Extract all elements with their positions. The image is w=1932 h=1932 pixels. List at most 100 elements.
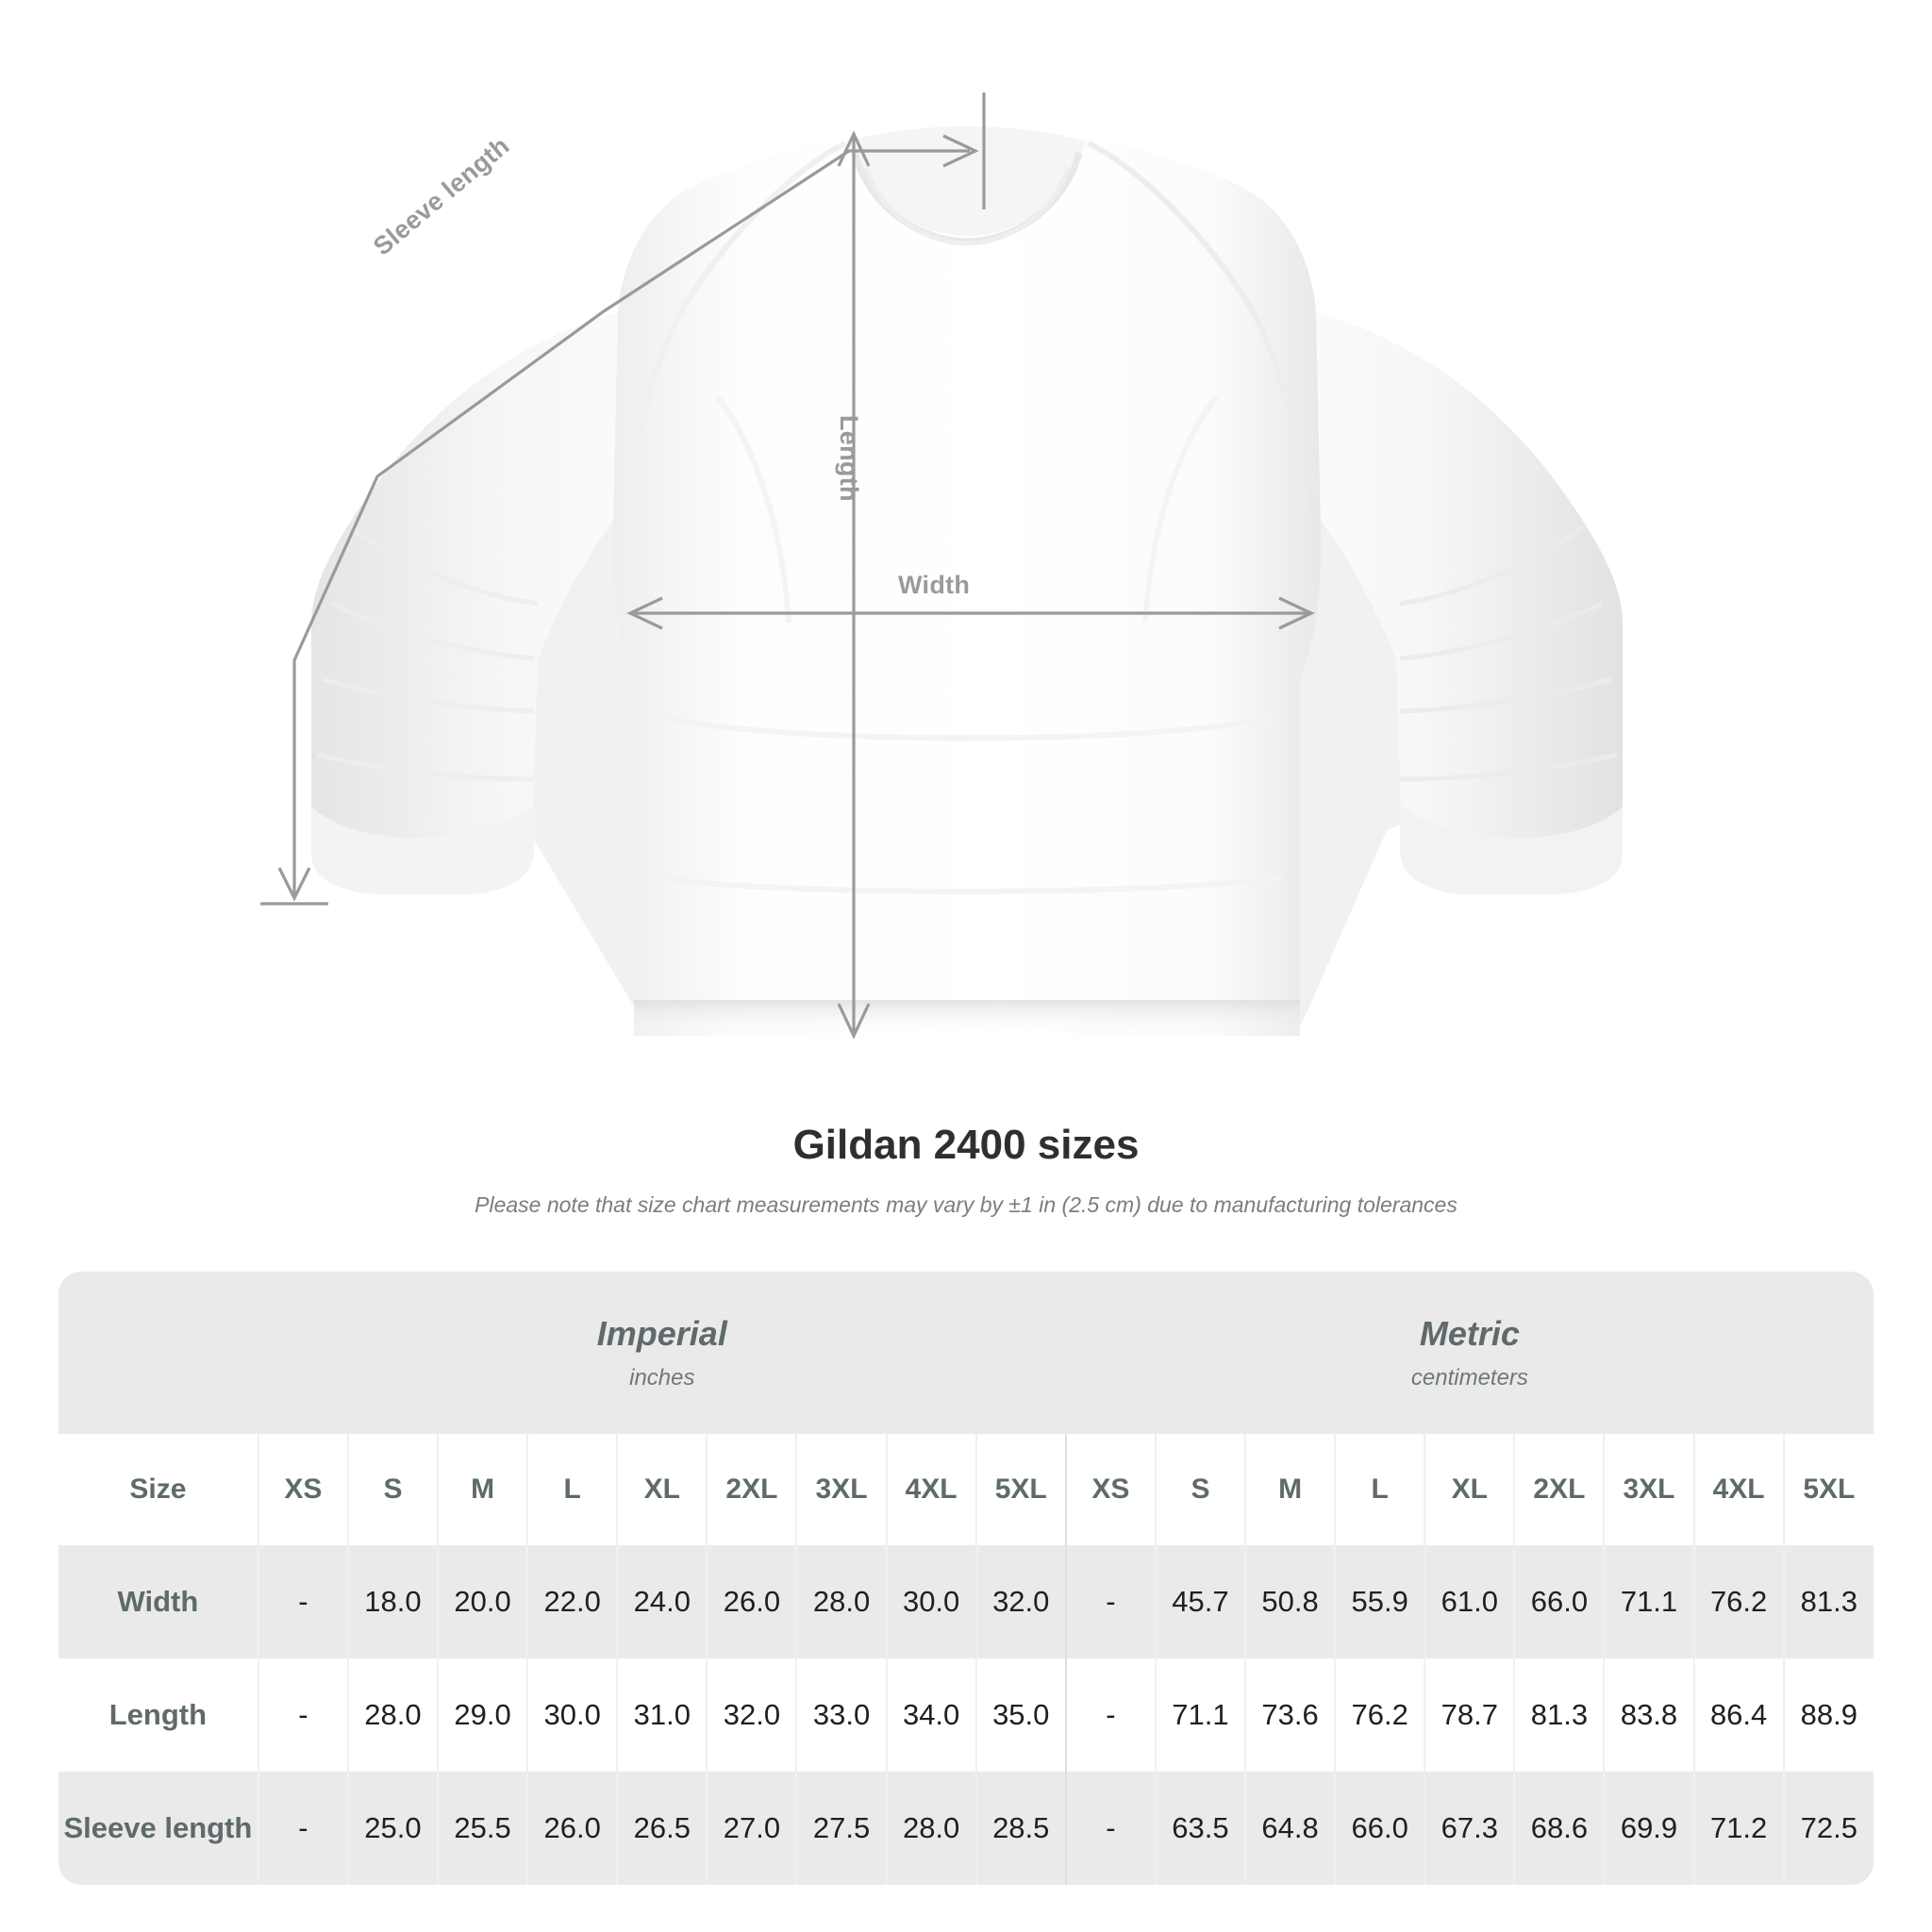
left-shoulder-seam (627, 141, 847, 510)
cell-length-imperial-4xl: 34.0 (885, 1658, 976, 1772)
shirt-illustration (260, 92, 1623, 1040)
unit-header-row: Imperial inches Metric centimeters (58, 1272, 1874, 1434)
size-header-metric-m: M (1244, 1434, 1336, 1545)
unit-sub-metric: centimeters (1410, 1364, 1528, 1391)
cell-width-imperial-3xl: 28.0 (795, 1545, 887, 1658)
unit-name-metric: Metric (1419, 1314, 1520, 1354)
cell-sleeve-imperial-l: 26.0 (526, 1772, 618, 1885)
size-header-metric-3xl: 3XL (1603, 1434, 1694, 1545)
body-folds (650, 394, 1284, 894)
left-cuff (311, 804, 534, 894)
cell-length-metric-s: 71.1 (1154, 1658, 1246, 1772)
size-header-imperial-l: L (526, 1434, 618, 1545)
hem-shadow (634, 1000, 1300, 1038)
length-dimension-label: Length (835, 415, 863, 502)
unit-sub-imperial: inches (629, 1364, 695, 1391)
unit-name-imperial: Imperial (596, 1314, 727, 1354)
cell-length-imperial-xl: 31.0 (616, 1658, 708, 1772)
length-arrow-up (837, 130, 871, 167)
cell-sleeve-metric-l: 66.0 (1334, 1772, 1425, 1885)
right-shoulder-seam (1087, 141, 1307, 510)
cell-length-imperial-5xl: 35.0 (974, 1658, 1066, 1772)
cell-sleeve-imperial-4xl: 28.0 (885, 1772, 976, 1885)
cell-width-metric-xl: 61.0 (1424, 1545, 1515, 1658)
cell-width-imperial-2xl: 26.0 (706, 1545, 797, 1658)
cell-length-imperial-m: 29.0 (437, 1658, 528, 1772)
size-header-imperial-4xl: 4XL (885, 1434, 976, 1545)
cell-width-imperial-m: 20.0 (437, 1545, 528, 1658)
cell-length-imperial-l: 30.0 (526, 1658, 618, 1772)
garment-measurement-diagram: Sleeve length Length Width (260, 92, 1623, 1040)
page-title: Gildan 2400 sizes (792, 1122, 1140, 1168)
cell-length-metric-4xl: 86.4 (1692, 1658, 1784, 1772)
cell-width-metric-m: 50.8 (1244, 1545, 1336, 1658)
size-header-imperial-xl: XL (616, 1434, 708, 1545)
cell-length-imperial-3xl: 33.0 (795, 1658, 887, 1772)
unit-header-imperial: Imperial inches (258, 1272, 1066, 1434)
measurement-lines (260, 92, 1315, 1040)
unit-header-spacer (58, 1272, 258, 1434)
width-arrow-right (1278, 596, 1315, 630)
row-label-length: Length (58, 1658, 258, 1772)
cell-sleeve-metric-m: 64.8 (1244, 1772, 1336, 1885)
size-header-imperial-s: S (346, 1434, 439, 1545)
table-row: Sleeve length - 25.0 25.5 26.0 26.5 27.0… (58, 1772, 1874, 1885)
size-chart-table-wrapper: Imperial inches Metric centimeters Size … (58, 1272, 1874, 1885)
size-chart-table: Imperial inches Metric centimeters Size … (58, 1272, 1874, 1885)
cell-length-imperial-xs: - (257, 1658, 348, 1772)
cell-width-metric-3xl: 71.1 (1603, 1545, 1694, 1658)
tolerance-note: Please note that size chart measurements… (475, 1192, 1457, 1218)
cell-width-imperial-4xl: 30.0 (885, 1545, 976, 1658)
cell-width-imperial-5xl: 32.0 (974, 1545, 1066, 1658)
cell-width-imperial-xl: 24.0 (616, 1545, 708, 1658)
cell-sleeve-imperial-3xl: 27.5 (795, 1772, 887, 1885)
cell-sleeve-metric-xs: - (1064, 1772, 1156, 1885)
size-header-metric-4xl: 4XL (1692, 1434, 1784, 1545)
cell-width-metric-2xl: 66.0 (1513, 1545, 1605, 1658)
cell-width-imperial-xs: - (257, 1545, 348, 1658)
cell-width-metric-s: 45.7 (1154, 1545, 1246, 1658)
cell-sleeve-metric-5xl: 72.5 (1782, 1772, 1874, 1885)
right-cuff (1400, 804, 1623, 894)
row-label-sleeve-length: Sleeve length (58, 1772, 258, 1885)
cell-sleeve-metric-2xl: 68.6 (1513, 1772, 1605, 1885)
size-header-metric-2xl: 2XL (1513, 1434, 1605, 1545)
cell-sleeve-imperial-xs: - (257, 1772, 348, 1885)
size-header-row: Size XS S M L XL 2XL 3XL 4XL 5XL XS S M … (58, 1434, 1874, 1545)
size-header-imperial-xs: XS (257, 1434, 348, 1545)
cell-length-metric-xs: - (1064, 1658, 1156, 1772)
cell-width-metric-l: 55.9 (1334, 1545, 1425, 1658)
cell-width-imperial-s: 18.0 (346, 1545, 439, 1658)
cell-sleeve-metric-s: 63.5 (1154, 1772, 1246, 1885)
chart-title-block: Gildan 2400 sizes Please note that size … (0, 1122, 1932, 1218)
cell-length-metric-3xl: 83.8 (1603, 1658, 1694, 1772)
size-header-metric-xl: XL (1424, 1434, 1515, 1545)
table-row: Length - 28.0 29.0 30.0 31.0 32.0 33.0 3… (58, 1658, 1874, 1772)
size-header-metric-s: S (1154, 1434, 1246, 1545)
shirt-body (612, 140, 1322, 1036)
cell-length-imperial-2xl: 32.0 (706, 1658, 797, 1772)
sleeve-arrow-right (942, 134, 979, 168)
cell-sleeve-imperial-m: 25.5 (437, 1772, 528, 1885)
cell-sleeve-imperial-2xl: 27.0 (706, 1772, 797, 1885)
length-arrow-down (837, 1003, 871, 1040)
cell-width-metric-4xl: 76.2 (1692, 1545, 1784, 1658)
cell-length-metric-2xl: 81.3 (1513, 1658, 1605, 1772)
table-row: Width - 18.0 20.0 22.0 24.0 26.0 28.0 30… (58, 1545, 1874, 1658)
cell-sleeve-metric-3xl: 69.9 (1603, 1772, 1694, 1885)
size-header-imperial-5xl: 5XL (974, 1434, 1066, 1545)
size-header-imperial-m: M (437, 1434, 528, 1545)
size-header-metric-5xl: 5XL (1782, 1434, 1874, 1545)
row-label-width: Width (58, 1545, 258, 1658)
cell-width-metric-5xl: 81.3 (1782, 1545, 1874, 1658)
size-header-metric-xs: XS (1064, 1434, 1156, 1545)
cell-sleeve-imperial-s: 25.0 (346, 1772, 439, 1885)
width-dimension-label: Width (898, 571, 971, 599)
cell-length-imperial-s: 28.0 (346, 1658, 439, 1772)
unit-header-metric: Metric centimeters (1065, 1272, 1874, 1434)
right-sleeve-folds (1399, 525, 1618, 782)
size-header-metric-l: L (1334, 1434, 1425, 1545)
left-sleeve-folds (316, 525, 539, 782)
size-header-imperial-2xl: 2XL (706, 1434, 797, 1545)
cell-sleeve-metric-xl: 67.3 (1424, 1772, 1515, 1885)
